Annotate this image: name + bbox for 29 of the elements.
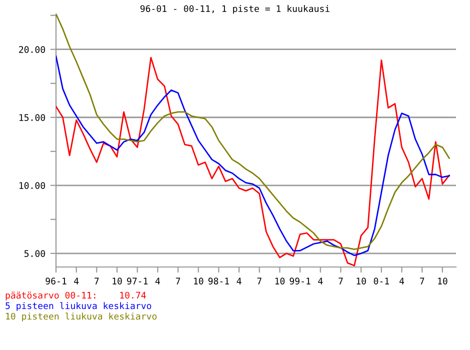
x-tick-label: 10 xyxy=(356,278,366,284)
x-tick-label: 97-1 xyxy=(127,278,148,284)
x-tick-label: 7 xyxy=(257,278,262,284)
x-tick-label: 7 xyxy=(176,278,180,284)
y-tick-label: 10.00 xyxy=(19,182,45,189)
x-tick-label: 4 xyxy=(399,278,404,284)
x-tick-label: 98-1 xyxy=(208,278,229,284)
chart-title: 96-01 - 00-11, 1 piste = 1 kuukausi xyxy=(140,5,330,14)
x-tick-label: 0-1 xyxy=(374,278,389,284)
text: 10 pisteen liukuva keskiarvo xyxy=(6,312,157,322)
x-tick-label: 4 xyxy=(318,278,323,284)
y-tick-label: 20.00 xyxy=(19,46,45,53)
x-tick-label: 7 xyxy=(94,278,99,284)
x-tick-label: 10 xyxy=(112,278,122,284)
text: päätösarvo 00-11: 10.74 xyxy=(6,292,146,300)
x-tick-label: 7 xyxy=(338,278,343,284)
x-tick-label: 4 xyxy=(236,278,242,284)
text: 5 pisteen liukuva keskiarvo xyxy=(6,302,152,311)
y-tick-label: 5.00 xyxy=(24,250,45,257)
x-tick-label: 4 xyxy=(155,278,160,284)
y-tick-label: 15.00 xyxy=(19,114,45,121)
x-tick-label: 96-1 xyxy=(46,278,66,284)
x-tick-label: 99-1 xyxy=(290,278,310,284)
x-tick-label: 10 xyxy=(438,278,448,284)
x-tick-label: 10 xyxy=(275,278,285,284)
line-series xyxy=(56,14,450,250)
x-tick-label: 4 xyxy=(74,278,79,284)
x-tick-label: 10 xyxy=(194,278,204,284)
x-tick-label: 7 xyxy=(420,278,424,284)
